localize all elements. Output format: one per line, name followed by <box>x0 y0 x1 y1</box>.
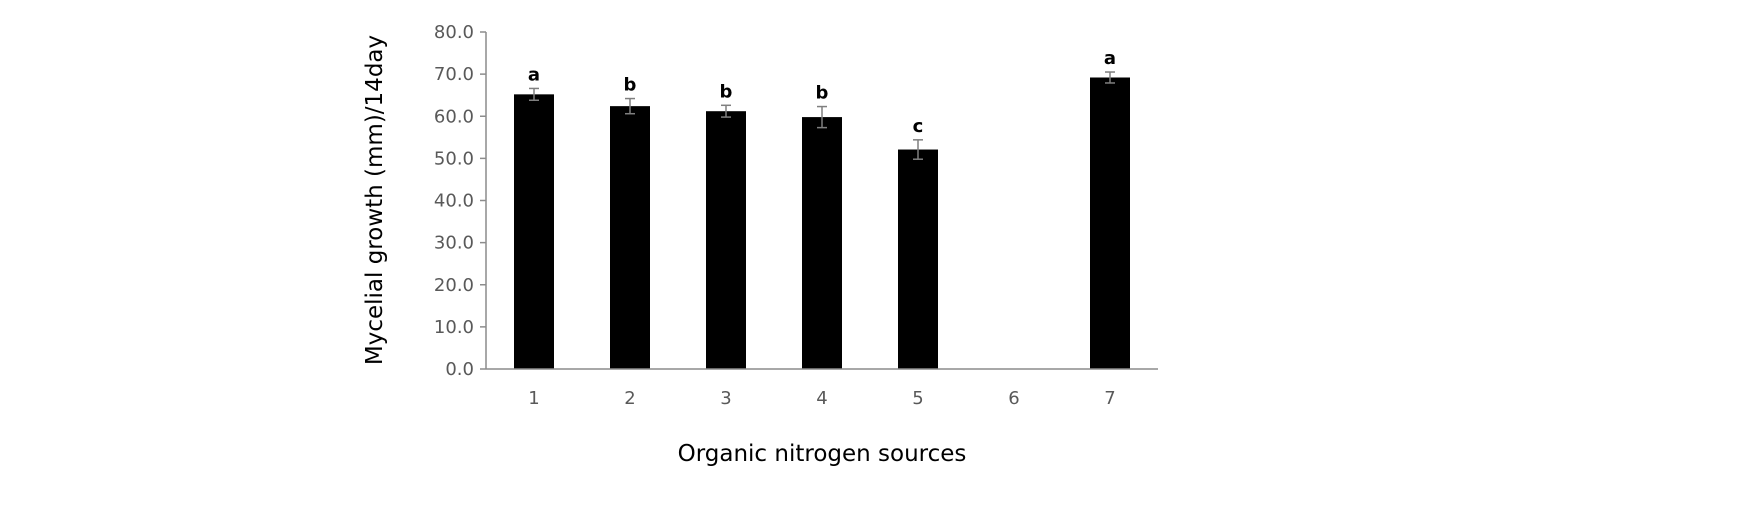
significance-label-3: b <box>720 81 733 102</box>
bar-series <box>514 77 1130 370</box>
bar-1 <box>514 94 554 369</box>
bar-2 <box>610 106 650 369</box>
x-tick-label: 6 <box>1008 388 1019 409</box>
y-tick-label: 70.0 <box>434 64 474 85</box>
x-tick-label: 1 <box>528 388 539 409</box>
bar-5 <box>898 149 938 369</box>
y-axis-title: Mycelial growth (mm)/14day <box>362 35 388 365</box>
x-axis-title: Organic nitrogen sources <box>678 441 967 467</box>
significance-label-5: c <box>913 116 924 137</box>
error-bar-5 <box>913 139 923 160</box>
bar-3 <box>706 111 746 369</box>
y-tick-label: 0.0 <box>445 359 474 380</box>
x-tick-label: 5 <box>912 388 923 409</box>
y-axis-ticks: 0.0 10.0 20.0 30.0 40.0 50.0 60.0 70.0 80.0 <box>434 22 486 380</box>
y-tick-label: 50.0 <box>434 148 474 169</box>
error-bars <box>529 71 1115 160</box>
error-bar-1 <box>529 87 539 101</box>
bar-7 <box>1090 77 1130 370</box>
y-tick-label: 10.0 <box>434 317 474 338</box>
x-tick-label: 3 <box>720 388 731 409</box>
x-axis-ticks: 1 2 3 4 5 6 7 <box>528 388 1115 409</box>
significance-label-2: b <box>624 75 637 96</box>
error-bar-2 <box>625 97 635 115</box>
significance-labels: a b b b c a <box>528 48 1116 137</box>
error-bar-3 <box>721 104 731 118</box>
error-bar-7 <box>1105 71 1115 84</box>
error-bar-4 <box>817 105 827 129</box>
y-tick-label: 20.0 <box>434 275 474 296</box>
y-tick-label: 30.0 <box>434 233 474 254</box>
bar-4 <box>802 117 842 369</box>
y-tick-label: 40.0 <box>434 191 474 212</box>
significance-label-1: a <box>528 64 540 85</box>
x-tick-label: 4 <box>816 388 827 409</box>
y-tick-label: 80.0 <box>434 22 474 43</box>
x-tick-label: 7 <box>1104 388 1115 409</box>
x-tick-label: 2 <box>624 388 635 409</box>
significance-label-4: b <box>816 83 829 104</box>
significance-label-7: a <box>1104 48 1116 69</box>
y-tick-label: 60.0 <box>434 106 474 127</box>
